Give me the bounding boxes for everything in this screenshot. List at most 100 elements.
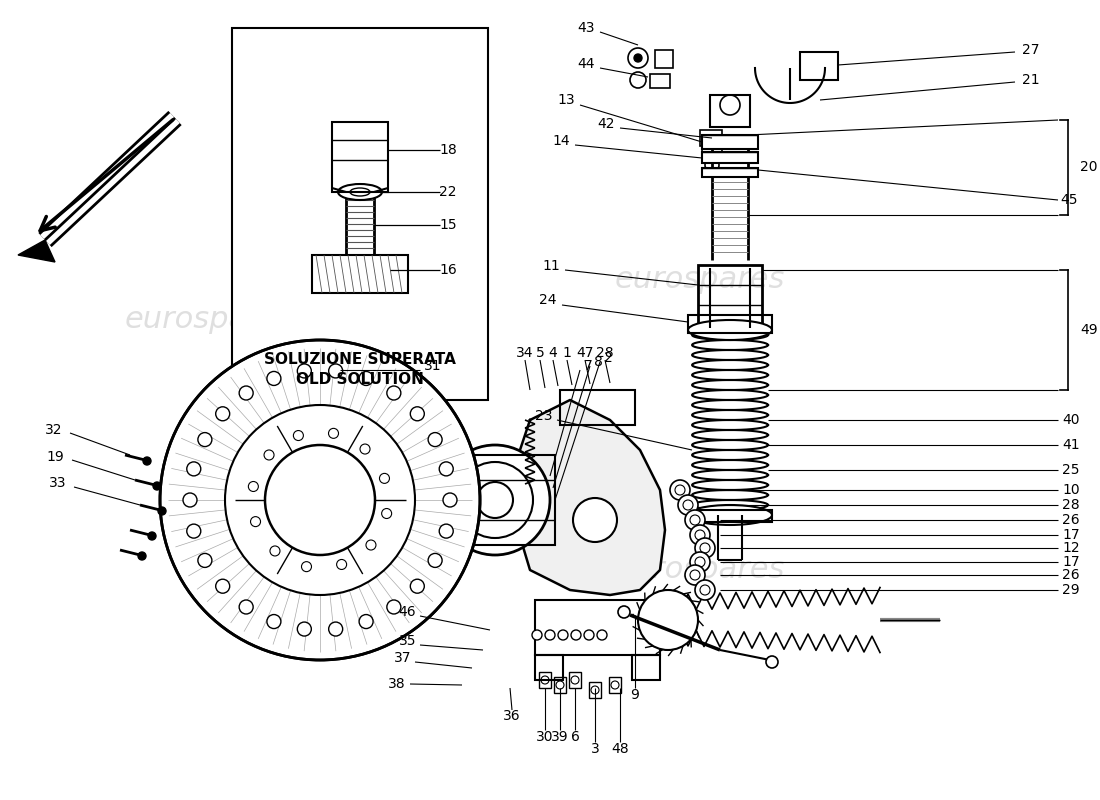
Text: 7: 7 xyxy=(584,359,593,373)
Text: OLD SOLUTION: OLD SOLUTION xyxy=(296,373,424,387)
Circle shape xyxy=(439,462,453,476)
Text: 1: 1 xyxy=(562,346,571,360)
Text: 17: 17 xyxy=(1062,555,1079,569)
Circle shape xyxy=(690,525,710,545)
Circle shape xyxy=(685,510,705,530)
Circle shape xyxy=(359,614,373,629)
Circle shape xyxy=(584,630,594,640)
Bar xyxy=(609,677,622,693)
Text: 3: 3 xyxy=(591,742,600,756)
Text: 33: 33 xyxy=(48,476,66,490)
Text: 25: 25 xyxy=(1062,463,1079,477)
Bar xyxy=(535,600,660,655)
Circle shape xyxy=(690,515,700,525)
Circle shape xyxy=(270,546,280,556)
Text: 8: 8 xyxy=(594,355,603,369)
Bar xyxy=(702,168,758,177)
Circle shape xyxy=(329,364,343,378)
Circle shape xyxy=(387,386,400,400)
Circle shape xyxy=(148,532,156,540)
Circle shape xyxy=(683,500,693,510)
Text: 42: 42 xyxy=(597,117,615,131)
Text: 16: 16 xyxy=(439,263,456,277)
Bar xyxy=(434,455,556,545)
Ellipse shape xyxy=(338,184,382,200)
Circle shape xyxy=(544,630,556,640)
Text: eurospares: eurospares xyxy=(615,266,785,294)
Circle shape xyxy=(766,656,778,668)
Circle shape xyxy=(690,552,710,572)
Text: 38: 38 xyxy=(388,677,406,691)
Circle shape xyxy=(153,482,161,490)
Circle shape xyxy=(440,445,550,555)
Text: 26: 26 xyxy=(1062,513,1079,527)
Circle shape xyxy=(138,552,146,560)
Text: 43: 43 xyxy=(578,21,595,35)
Circle shape xyxy=(443,493,456,507)
Ellipse shape xyxy=(688,505,772,525)
Circle shape xyxy=(297,622,311,636)
Circle shape xyxy=(297,364,311,378)
Text: 4: 4 xyxy=(549,346,558,360)
Circle shape xyxy=(216,406,230,421)
Text: 28: 28 xyxy=(1062,498,1079,512)
Circle shape xyxy=(143,457,151,465)
Circle shape xyxy=(160,340,480,660)
Circle shape xyxy=(428,554,442,567)
Text: 23: 23 xyxy=(535,409,552,423)
Text: 35: 35 xyxy=(398,634,416,648)
Text: 28: 28 xyxy=(596,346,614,360)
Text: 12: 12 xyxy=(1062,541,1079,555)
Text: 32: 32 xyxy=(44,423,62,437)
Text: eurospares: eurospares xyxy=(615,555,785,585)
Text: 31: 31 xyxy=(424,359,441,373)
Text: 21: 21 xyxy=(1022,73,1040,87)
Polygon shape xyxy=(515,400,666,595)
Circle shape xyxy=(638,590,698,650)
Text: 11: 11 xyxy=(542,259,560,273)
Bar xyxy=(588,682,601,698)
Bar xyxy=(632,655,660,680)
Bar xyxy=(650,74,670,88)
Bar xyxy=(688,510,772,522)
Text: 45: 45 xyxy=(1060,193,1078,207)
Circle shape xyxy=(183,493,197,507)
Text: 17: 17 xyxy=(1062,528,1079,542)
Circle shape xyxy=(634,54,642,62)
Text: 48: 48 xyxy=(612,742,629,756)
Bar xyxy=(688,315,772,333)
Circle shape xyxy=(251,517,261,526)
Text: 41: 41 xyxy=(1062,438,1079,452)
Circle shape xyxy=(410,579,425,594)
Circle shape xyxy=(695,557,705,567)
Text: 15: 15 xyxy=(439,218,456,232)
Circle shape xyxy=(187,524,201,538)
Text: eurospares: eurospares xyxy=(124,306,295,334)
Text: 30: 30 xyxy=(537,730,553,744)
Circle shape xyxy=(329,428,339,438)
Circle shape xyxy=(187,462,201,476)
Circle shape xyxy=(366,540,376,550)
Text: 6: 6 xyxy=(571,730,580,744)
Circle shape xyxy=(618,606,630,618)
Circle shape xyxy=(387,600,400,614)
Circle shape xyxy=(379,474,389,483)
Bar xyxy=(535,655,563,680)
Bar xyxy=(702,152,758,163)
Circle shape xyxy=(301,562,311,572)
Text: 9: 9 xyxy=(630,688,639,702)
Circle shape xyxy=(573,498,617,542)
Circle shape xyxy=(267,371,280,386)
Text: 18: 18 xyxy=(439,143,456,157)
Circle shape xyxy=(695,580,715,600)
Text: 36: 36 xyxy=(503,709,520,723)
Circle shape xyxy=(700,543,710,553)
Ellipse shape xyxy=(688,320,772,340)
Text: 46: 46 xyxy=(398,605,416,619)
Circle shape xyxy=(571,630,581,640)
Circle shape xyxy=(239,600,253,614)
Text: 10: 10 xyxy=(1062,483,1079,497)
Bar xyxy=(332,122,388,192)
Circle shape xyxy=(690,570,700,580)
Circle shape xyxy=(439,524,453,538)
